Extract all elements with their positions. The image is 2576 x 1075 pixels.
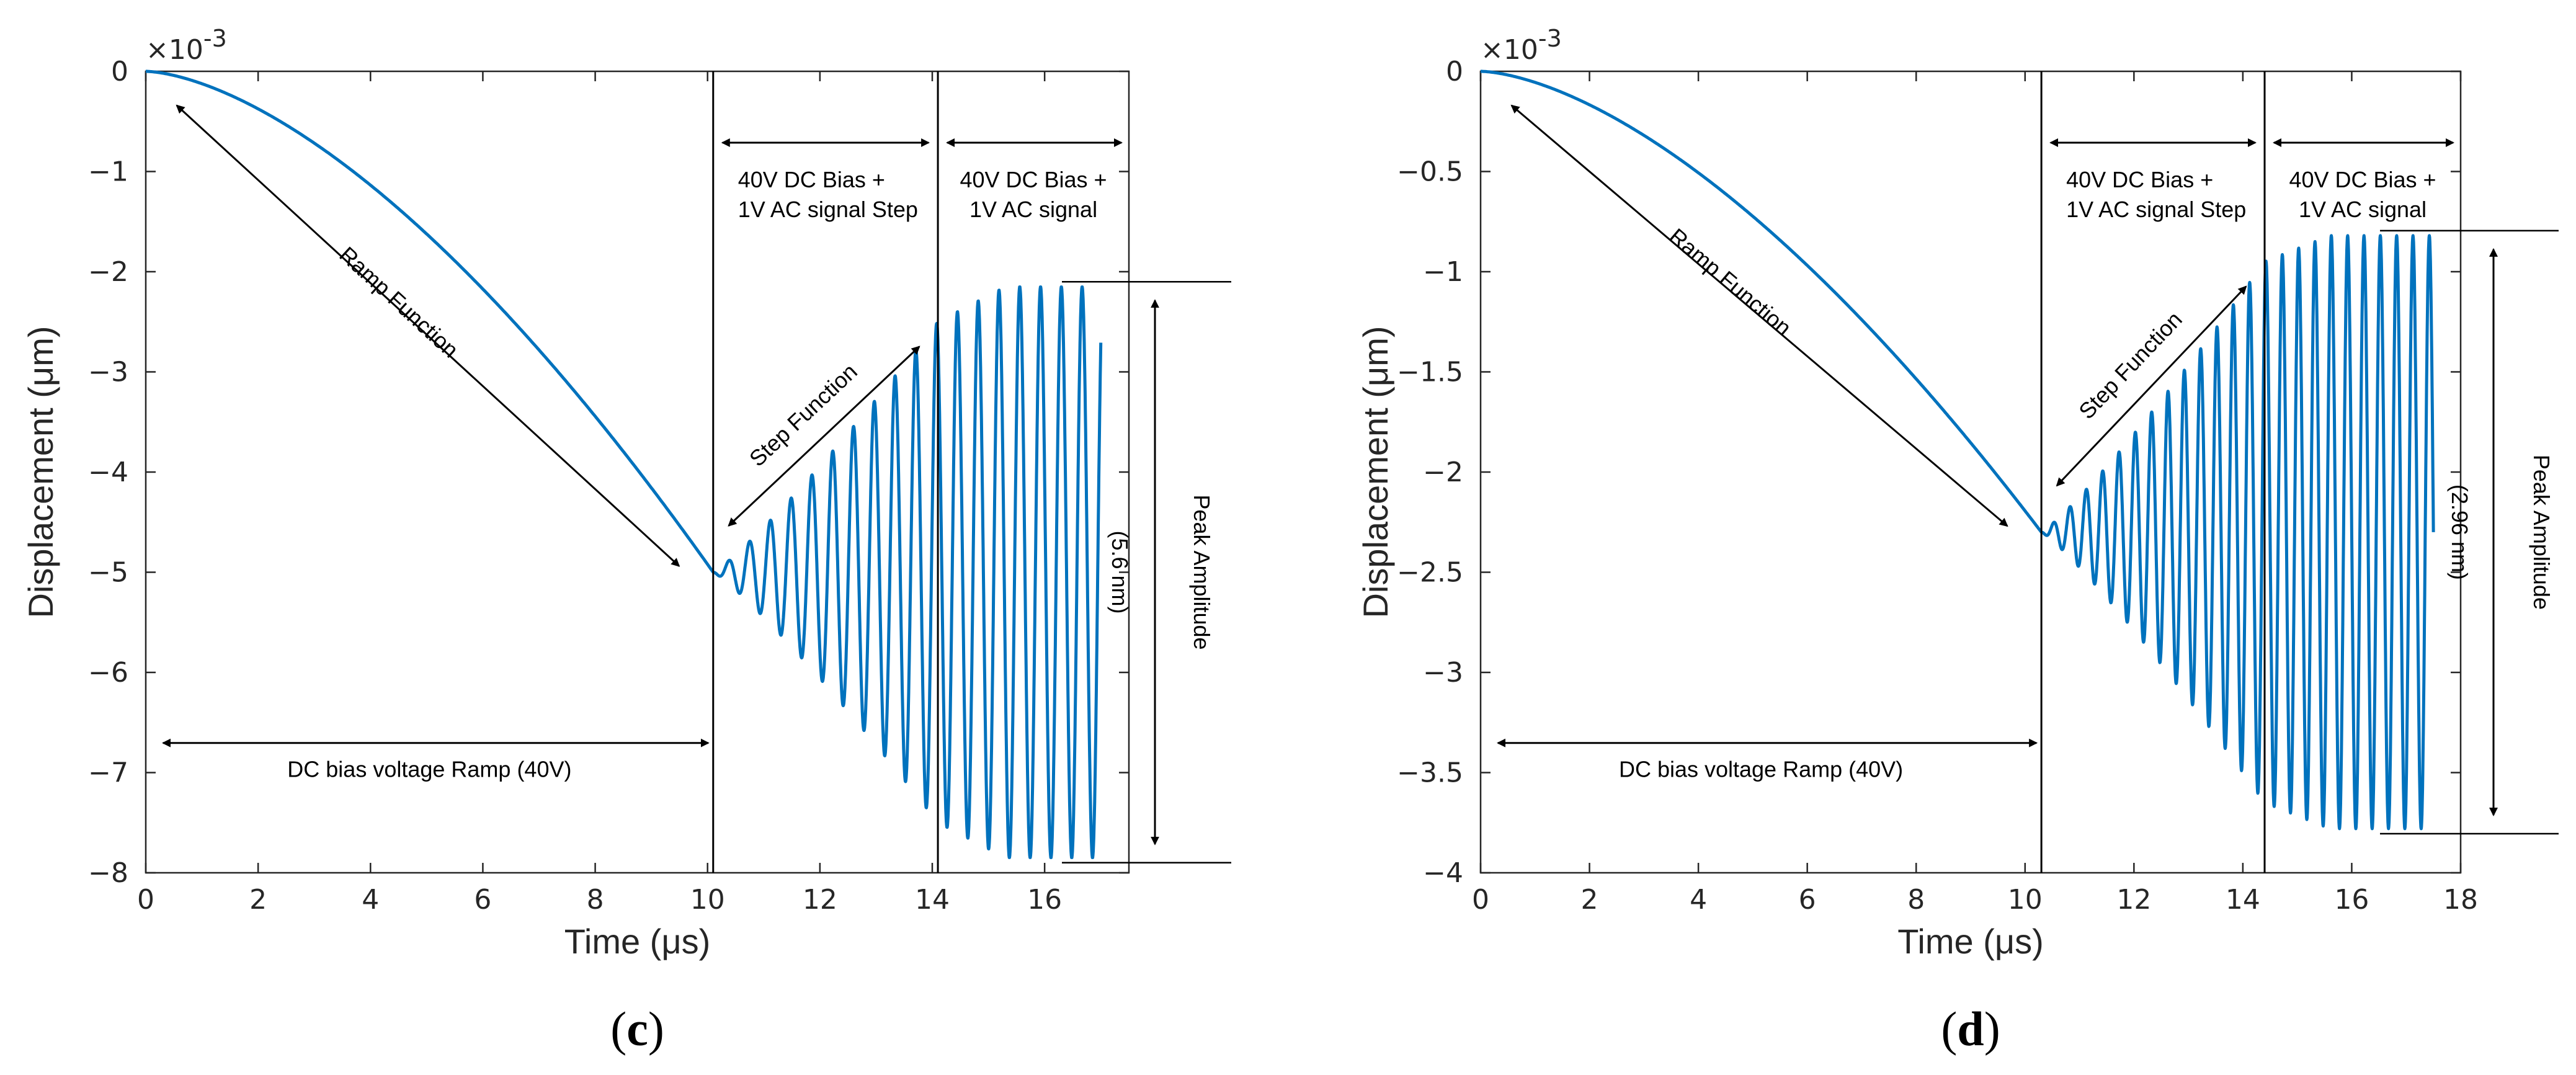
- peak-amplitude-label-line1: Peak Amplitude: [1189, 494, 1214, 649]
- x-tick-label: 10: [2008, 884, 2043, 916]
- ac-region-label-line2: 1V AC signal: [2299, 197, 2427, 222]
- x-tick-label: 14: [915, 884, 950, 916]
- dc-ramp-region-label: DC bias voltage Ramp (40V): [287, 757, 571, 782]
- exponent-base: ×10: [1481, 34, 1538, 66]
- peak-amplitude-label-line2: (5.6 nm): [1107, 530, 1133, 613]
- ramp-function-arrow: [176, 104, 680, 567]
- x-tick-label: 2: [249, 884, 267, 916]
- panel-label-open: (: [1941, 1002, 1957, 1056]
- step-region-label-line1: 40V DC Bias +: [738, 167, 885, 192]
- x-axis-label: Time (μs): [564, 922, 710, 961]
- ramp-function-arrow: [1510, 104, 2008, 527]
- x-tick-label: 6: [1799, 884, 1816, 916]
- y-tick-label: −0.5: [1397, 156, 1463, 188]
- x-tick-label: 18: [2443, 884, 2478, 916]
- x-tick-label: 14: [2226, 884, 2260, 916]
- step-function-arrow: [2056, 285, 2247, 487]
- panel-label-letter: c: [626, 1002, 648, 1056]
- x-tick-label: 2: [1581, 884, 1598, 916]
- exponent-power: -3: [203, 25, 227, 52]
- x-tick-label: 8: [1907, 884, 1925, 916]
- x-tick-label: 10: [690, 884, 725, 916]
- x-axis-label: Time (μs): [1897, 922, 2043, 961]
- x-tick-label: 12: [803, 884, 837, 916]
- panel-label: (d): [1941, 1002, 2000, 1056]
- x-tick-label: 6: [474, 884, 491, 916]
- y-tick-label: −3: [88, 357, 128, 388]
- ac-region-label-line2: 1V AC signal: [969, 197, 1097, 222]
- exponent-base: ×10: [146, 34, 203, 66]
- y-tick-label: −2: [88, 256, 128, 288]
- y-tick-label: −6: [88, 657, 128, 689]
- y-tick-label: −2.5: [1397, 557, 1463, 589]
- y-tick-label: −5: [88, 557, 128, 589]
- ac-region-label-line1: 40V DC Bias +: [2289, 167, 2436, 192]
- y-tick-label: −3.5: [1397, 757, 1463, 789]
- x-tick-label: 16: [1027, 884, 1062, 916]
- step-function-arrow: [728, 346, 920, 527]
- axis-exponent-label: ×10-3: [1481, 25, 1562, 66]
- y-axis-label: Displacement (μm): [1356, 326, 1395, 618]
- axis-exponent-label: ×10-3: [146, 25, 227, 66]
- ramp-function-label: Ramp Function: [1664, 223, 1796, 341]
- x-tick-label: 0: [1472, 884, 1489, 916]
- series-line-displacement: [145, 69, 1103, 859]
- chart-panel-c: 0 2 4 6 8 10 12 14 16 0 −1 −2 −3 −4 −5 −6 −7 −8 ×10-3 Time …: [21, 25, 1231, 1056]
- x-tick-label: 16: [2334, 884, 2369, 916]
- x-tick-label: 8: [587, 884, 604, 916]
- ramp-function-label: Ramp Function: [334, 241, 463, 362]
- panel-label-close: ): [648, 1002, 664, 1056]
- chart-panel-d: 0 2 4 6 8 10 12 14 16 18 0 −0.5 −1 −1.5 −2 −2.5 −3 −3.5 −4…: [1356, 25, 2559, 1056]
- dc-ramp-region-label: DC bias voltage Ramp (40V): [1619, 757, 1903, 782]
- panel-label-close: ): [1984, 1002, 2000, 1056]
- exponent-power: -3: [1538, 25, 1562, 52]
- ac-region-label-line1: 40V DC Bias +: [960, 167, 1107, 192]
- panel-label: (c): [610, 1002, 664, 1056]
- y-tick-label: −1.5: [1397, 357, 1463, 388]
- panel-label-open: (: [610, 1002, 626, 1056]
- peak-amplitude-label-line2: (2.96 nm): [2447, 484, 2472, 580]
- y-tick-label: 0: [1446, 56, 1463, 87]
- x-tick-label: 0: [137, 884, 154, 916]
- y-tick-label: −4: [1423, 857, 1463, 889]
- y-tick-label: −1: [1423, 256, 1463, 288]
- x-tick-label: 4: [362, 884, 379, 916]
- panel-label-letter: d: [1957, 1002, 1984, 1056]
- y-axis-label: Displacement (μm): [21, 326, 60, 618]
- x-tick-label: 12: [2116, 884, 2151, 916]
- y-tick-label: −7: [88, 757, 128, 789]
- step-region-label-line1: 40V DC Bias +: [2066, 167, 2213, 192]
- y-tick-label: −8: [88, 857, 128, 889]
- x-tick-label: 4: [1690, 884, 1707, 916]
- y-tick-label: −2: [1423, 457, 1463, 488]
- y-tick-label: 0: [111, 56, 128, 87]
- y-tick-label: −4: [88, 457, 128, 488]
- peak-amplitude-label-line1: Peak Amplitude: [2529, 455, 2554, 610]
- y-tick-label: −1: [88, 156, 128, 188]
- y-tick-label: −3: [1423, 657, 1463, 689]
- step-region-label-line2: 1V AC signal Step: [738, 197, 918, 222]
- step-region-label-line2: 1V AC signal Step: [2066, 197, 2246, 222]
